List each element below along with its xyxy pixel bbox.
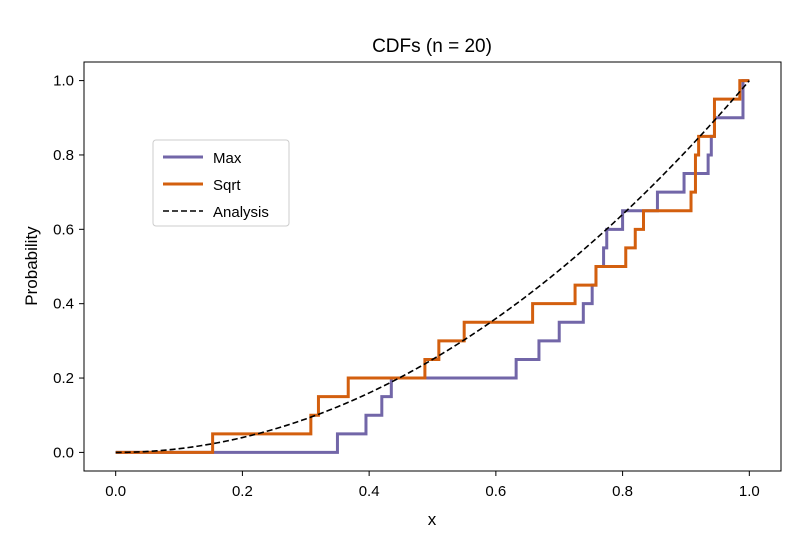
series-line-analysis [115,80,750,454]
x-axis-label: x [428,510,437,529]
x-tick-label: 0.8 [612,483,633,500]
axis-ticks: 0.0 0.2 0.4 0.6 0.8 1.0 0.0 0.2 0.4 0.6 0.8 1.0 [53,73,760,500]
x-tick-label: 0.0 [105,483,126,500]
x-tick-label: 1.0 [739,483,760,500]
legend-label: Analysis [213,204,269,221]
chart-title: CDFs (n = 20) [372,36,492,57]
plot-frame [83,61,782,472]
x-tick-label: 0.2 [232,483,253,500]
y-tick-label: 0.8 [53,147,74,164]
y-tick-label: 1.0 [53,73,74,90]
y-axis-label: Probability [22,226,41,306]
legend-box [152,139,290,227]
legend-label: Max [213,150,242,167]
legend: Max Sqrt Analysis [152,139,290,227]
series-line-sqrt [115,79,750,454]
y-tick-label: 0.6 [53,221,74,238]
series-line-max [115,79,750,454]
plot-area [115,79,750,454]
x-tick-label: 0.4 [359,483,380,500]
y-tick-label: 0.2 [53,370,74,387]
x-tick-label: 0.6 [485,483,506,500]
y-tick-label: 0.4 [53,296,74,313]
y-tick-label: 0.0 [53,444,74,461]
legend-label: Sqrt [213,177,241,194]
